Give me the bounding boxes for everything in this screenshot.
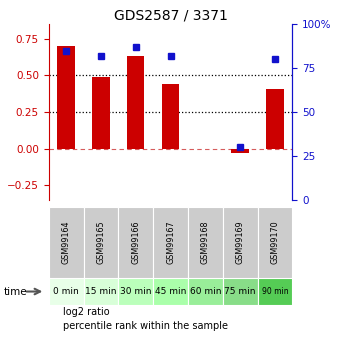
Bar — [84, 207, 118, 278]
Bar — [258, 278, 292, 305]
Text: GSM99167: GSM99167 — [166, 220, 175, 264]
Text: 0 min: 0 min — [53, 287, 79, 296]
Bar — [258, 207, 292, 278]
Text: GSM99170: GSM99170 — [270, 220, 279, 264]
Text: GSM99164: GSM99164 — [62, 220, 71, 264]
Bar — [266, 89, 284, 149]
Text: time: time — [3, 287, 27, 296]
Bar — [223, 207, 258, 278]
Bar — [118, 207, 153, 278]
Text: 45 min: 45 min — [155, 287, 186, 296]
Bar — [92, 77, 110, 149]
Text: 30 min: 30 min — [120, 287, 151, 296]
Text: GSM99165: GSM99165 — [96, 220, 105, 264]
Text: 15 min: 15 min — [85, 287, 117, 296]
Bar — [153, 278, 188, 305]
Bar — [188, 278, 223, 305]
Bar — [231, 149, 249, 153]
Text: 75 min: 75 min — [224, 287, 256, 296]
Bar — [162, 84, 179, 149]
Text: 90 min: 90 min — [262, 287, 288, 296]
Text: GSM99169: GSM99169 — [236, 220, 245, 264]
Text: 60 min: 60 min — [190, 287, 221, 296]
Bar — [57, 46, 75, 149]
Text: percentile rank within the sample: percentile rank within the sample — [63, 321, 228, 331]
Bar — [127, 57, 144, 149]
Bar — [118, 278, 153, 305]
Text: GSM99168: GSM99168 — [201, 220, 210, 264]
Bar — [49, 278, 84, 305]
Title: GDS2587 / 3371: GDS2587 / 3371 — [113, 9, 228, 23]
Bar — [188, 207, 223, 278]
Bar — [153, 207, 188, 278]
Bar — [223, 278, 258, 305]
Bar — [84, 278, 118, 305]
Text: log2 ratio: log2 ratio — [63, 307, 109, 317]
Text: GSM99166: GSM99166 — [131, 220, 140, 264]
Bar — [49, 207, 84, 278]
